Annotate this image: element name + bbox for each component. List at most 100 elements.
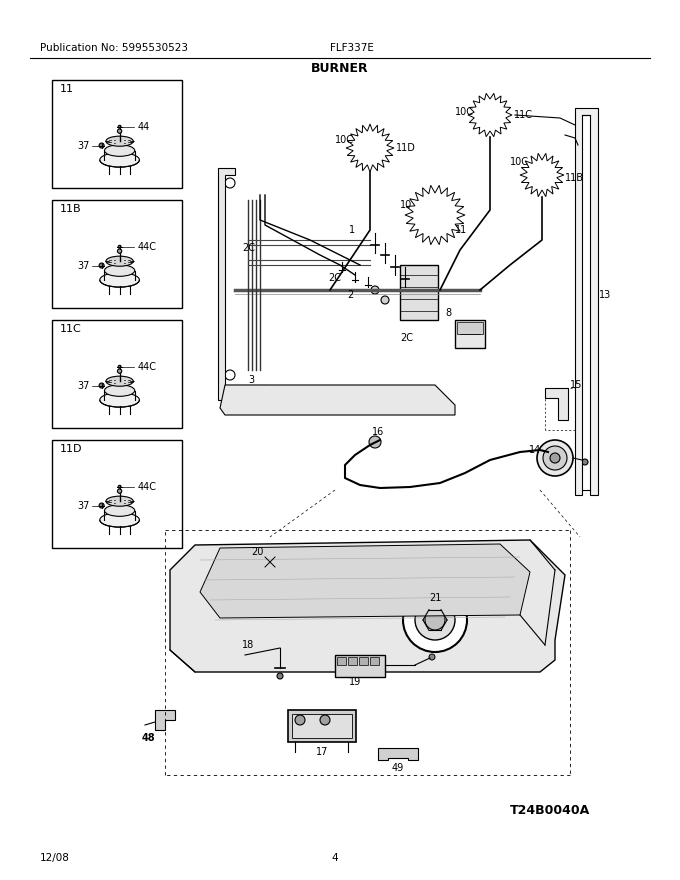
Text: 8: 8 <box>445 308 451 318</box>
Text: 10C: 10C <box>335 135 354 145</box>
Bar <box>359 657 368 665</box>
Text: 10: 10 <box>400 200 412 210</box>
Circle shape <box>550 453 560 463</box>
Bar <box>335 655 385 677</box>
Text: 21: 21 <box>429 593 441 603</box>
Text: 37: 37 <box>77 141 89 150</box>
Circle shape <box>118 129 122 133</box>
Polygon shape <box>378 748 418 760</box>
Ellipse shape <box>106 136 133 146</box>
Bar <box>52 80 182 188</box>
Text: T24B0040A: T24B0040A <box>510 803 590 817</box>
Text: 3: 3 <box>248 375 254 385</box>
Bar <box>288 710 356 742</box>
Circle shape <box>543 446 567 470</box>
Circle shape <box>99 503 104 508</box>
Circle shape <box>225 178 235 188</box>
Text: 2C: 2C <box>400 333 413 343</box>
Text: 11: 11 <box>60 84 74 94</box>
Text: 44: 44 <box>137 121 150 132</box>
Circle shape <box>99 263 104 268</box>
Polygon shape <box>545 388 568 420</box>
Bar <box>455 320 485 348</box>
Text: 11B: 11B <box>60 204 82 214</box>
Polygon shape <box>220 385 455 415</box>
Text: 48: 48 <box>141 733 155 743</box>
Text: 11C: 11C <box>514 110 533 120</box>
Text: 16: 16 <box>372 427 384 437</box>
Circle shape <box>369 436 381 448</box>
Ellipse shape <box>100 513 139 527</box>
Text: 10C: 10C <box>510 157 529 167</box>
Circle shape <box>403 588 467 652</box>
Bar <box>52 440 182 548</box>
Circle shape <box>415 600 455 640</box>
Circle shape <box>118 125 121 128</box>
Bar <box>457 322 483 334</box>
Text: 20: 20 <box>251 547 263 557</box>
Circle shape <box>537 170 547 180</box>
Ellipse shape <box>105 265 135 276</box>
Circle shape <box>582 459 588 465</box>
Text: 11: 11 <box>455 225 467 235</box>
Circle shape <box>476 101 504 129</box>
Text: 11C: 11C <box>60 324 82 334</box>
Bar <box>52 320 182 428</box>
Text: 18: 18 <box>242 640 254 650</box>
Text: 15: 15 <box>570 380 582 390</box>
Ellipse shape <box>106 496 133 506</box>
Ellipse shape <box>105 145 135 157</box>
Ellipse shape <box>106 376 133 386</box>
Circle shape <box>381 296 389 304</box>
Polygon shape <box>405 186 465 245</box>
Polygon shape <box>155 710 175 730</box>
Ellipse shape <box>100 153 139 167</box>
Text: 44C: 44C <box>137 242 156 252</box>
Circle shape <box>243 392 253 402</box>
Circle shape <box>350 392 360 402</box>
Circle shape <box>118 249 122 253</box>
Circle shape <box>295 715 305 725</box>
Polygon shape <box>468 93 512 136</box>
Text: 12/08: 12/08 <box>40 853 70 863</box>
Bar <box>400 265 438 320</box>
Bar <box>337 657 346 665</box>
Circle shape <box>356 134 384 162</box>
Text: Publication No: 5995530523: Publication No: 5995530523 <box>40 43 188 53</box>
Text: 19: 19 <box>349 677 361 687</box>
Bar <box>52 200 182 308</box>
Circle shape <box>118 246 121 248</box>
Circle shape <box>118 365 121 368</box>
Circle shape <box>118 369 122 373</box>
Text: 10C: 10C <box>455 107 474 117</box>
Circle shape <box>430 210 440 220</box>
Polygon shape <box>170 540 565 672</box>
Text: 11D: 11D <box>396 143 416 153</box>
Polygon shape <box>575 108 598 495</box>
Text: 2: 2 <box>347 290 353 300</box>
Text: 44C: 44C <box>137 481 156 492</box>
Circle shape <box>485 110 495 120</box>
Circle shape <box>371 286 379 294</box>
Circle shape <box>528 161 556 189</box>
Bar <box>348 657 357 665</box>
Circle shape <box>421 201 449 229</box>
Bar <box>370 657 379 665</box>
Text: 37: 37 <box>77 501 89 510</box>
Circle shape <box>265 557 275 567</box>
Circle shape <box>425 610 445 630</box>
Text: 17: 17 <box>316 747 328 757</box>
Bar <box>292 714 352 738</box>
Polygon shape <box>346 124 394 172</box>
Text: 2C: 2C <box>242 243 255 253</box>
Ellipse shape <box>106 256 133 267</box>
Ellipse shape <box>100 273 139 287</box>
Text: BURNER: BURNER <box>311 62 369 76</box>
Circle shape <box>277 673 283 679</box>
Text: FLF337E: FLF337E <box>330 43 374 53</box>
Circle shape <box>225 370 235 380</box>
Text: 37: 37 <box>77 380 89 391</box>
Polygon shape <box>200 544 530 618</box>
Circle shape <box>99 383 104 388</box>
Text: 11B: 11B <box>565 173 584 183</box>
